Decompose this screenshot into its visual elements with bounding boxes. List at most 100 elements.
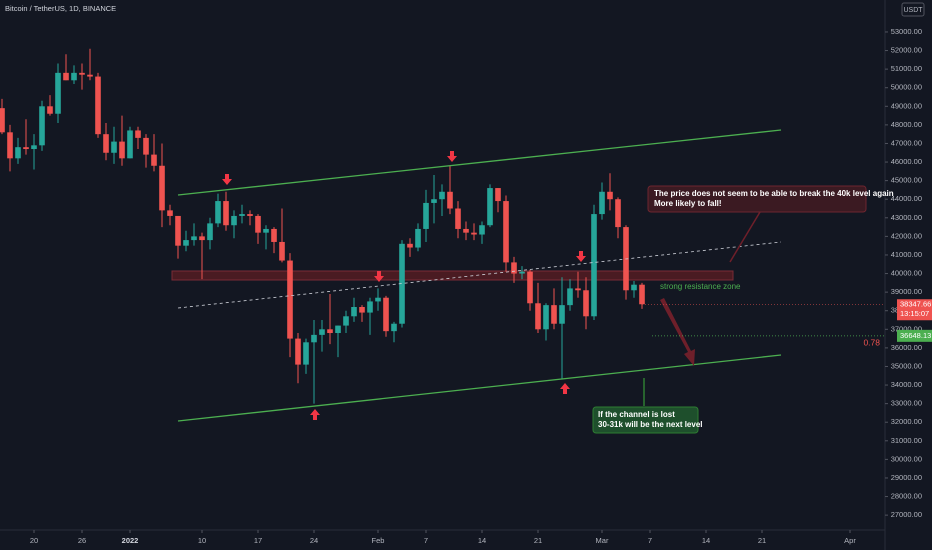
resistance-label: strong resistance zone: [660, 282, 741, 291]
candle-body: [359, 306, 365, 313]
y-tick-label: 41000.00: [891, 250, 922, 259]
x-tick-label: 10: [198, 536, 206, 545]
candle-body: [639, 284, 645, 305]
candle-body: [495, 188, 501, 202]
candle-body: [543, 305, 549, 330]
note-pointer: [729, 211, 761, 263]
candle-body: [335, 325, 341, 334]
candle-body: [119, 141, 125, 159]
x-tick-label: 26: [78, 536, 86, 545]
y-tick-label: 51000.00: [891, 64, 922, 73]
currency: USDT: [903, 7, 923, 14]
candle-body: [551, 305, 557, 324]
y-tick-label: 28000.00: [891, 492, 922, 501]
candle-body: [415, 228, 421, 248]
y-tick-label: 36000.00: [891, 343, 922, 352]
candle-body: [63, 72, 69, 81]
candle-body: [591, 214, 597, 317]
y-tick-label: 31000.00: [891, 436, 922, 445]
y-tick-label: 43000.00: [891, 213, 922, 222]
candle-body: [535, 303, 541, 330]
y-tick-label: 45000.00: [891, 176, 922, 185]
y-tick-label: 47000.00: [891, 138, 922, 147]
note-text: If the channel is lost: [598, 410, 675, 419]
y-tick-label: 50000.00: [891, 83, 922, 92]
y-tick-label: 39000.00: [891, 287, 922, 296]
candle-body: [231, 215, 237, 226]
x-tick-label: 21: [534, 536, 542, 545]
x-tick-label: 14: [478, 536, 486, 545]
candle-body: [511, 262, 517, 274]
resistance-zone: [171, 270, 734, 281]
y-tick-label: 27000.00: [891, 510, 922, 519]
x-tick-label: 14: [702, 536, 710, 545]
candle-body: [567, 288, 573, 306]
countdown-label: 13:15:07: [900, 309, 929, 318]
candle-body: [447, 191, 453, 209]
candle-body: [431, 199, 437, 203]
candle-body: [375, 297, 381, 302]
note-text: The price does not seem to be able to br…: [654, 189, 894, 198]
candle-body: [279, 241, 285, 261]
candle-body: [351, 306, 357, 317]
candle-body: [631, 284, 637, 291]
candle-body: [327, 329, 333, 334]
candle-body: [479, 225, 485, 235]
candle-body: [407, 243, 413, 248]
candle-body: [39, 106, 45, 146]
candle-body: [31, 145, 37, 150]
x-tick-label: 24: [310, 536, 318, 545]
candle-body: [127, 130, 133, 159]
candle-body: [519, 271, 525, 274]
candle-body: [343, 316, 349, 326]
candle-body: [175, 215, 181, 246]
last-price-tag: [897, 299, 932, 321]
candle-body: [15, 147, 21, 159]
candle-body: [463, 228, 469, 233]
note-box: [647, 185, 867, 213]
candle-body: [23, 147, 29, 150]
signal-arrows: [222, 151, 586, 420]
candle-body: [183, 240, 189, 246]
x-tick-label: Apr: [844, 536, 856, 545]
down-arrow: [374, 271, 384, 282]
level-tag: [897, 329, 932, 342]
candle-body: [455, 208, 461, 229]
y-tick-label: 46000.00: [891, 157, 922, 166]
x-tick-label: 7: [424, 536, 428, 545]
candle-body: [239, 214, 245, 216]
x-tick-label: Mar: [596, 536, 609, 545]
candle-body: [367, 301, 373, 313]
candle-body: [167, 210, 173, 216]
up-arrow: [310, 409, 320, 420]
x-tick-label: 21: [758, 536, 766, 545]
y-tick-label: 30000.00: [891, 454, 922, 463]
y-tick-label: 49000.00: [891, 101, 922, 110]
channel-mid: [177, 241, 782, 309]
candle-body: [247, 214, 253, 216]
candle-body: [95, 76, 101, 135]
candle-body: [255, 215, 261, 233]
candle-body: [391, 323, 397, 332]
y-tick-label: 33000.00: [891, 399, 922, 408]
candle-body: [575, 288, 581, 291]
candle-body: [503, 201, 509, 263]
fib-label: 0.78: [863, 337, 880, 347]
candle-body: [263, 228, 269, 233]
note-box: [592, 406, 699, 434]
x-tick-label: 17: [254, 536, 262, 545]
y-tick-label: 44000.00: [891, 194, 922, 203]
candle-body: [383, 297, 389, 332]
candle-body: [439, 191, 445, 200]
candle-body: [199, 236, 205, 241]
candle-body: [87, 74, 93, 77]
channel-top: [177, 129, 782, 196]
candle-body: [487, 188, 493, 226]
candle-body: [423, 202, 429, 229]
y-tick-label: 42000.00: [891, 231, 922, 240]
y-tick-label: 34000.00: [891, 380, 922, 389]
candle-body: [599, 191, 605, 215]
candle-body: [159, 165, 165, 211]
